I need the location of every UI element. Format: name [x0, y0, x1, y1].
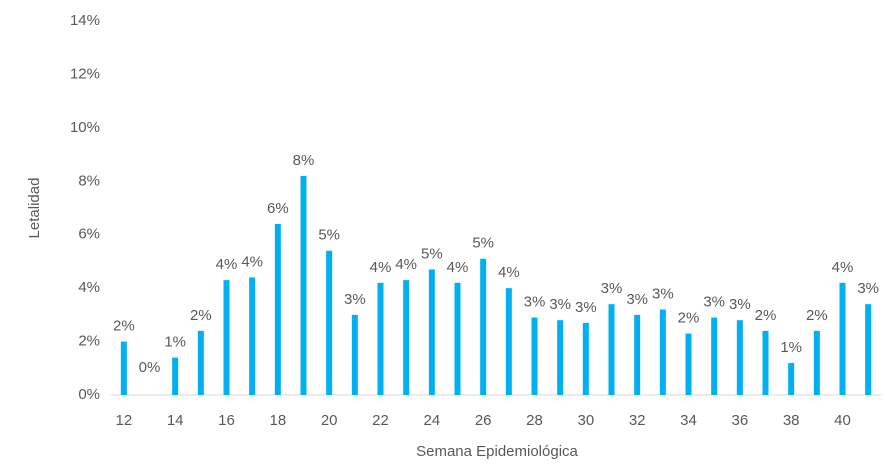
x-axis-title: Semana Epidemiológica — [416, 443, 578, 460]
bar — [480, 258, 487, 395]
bar — [711, 317, 718, 395]
bar — [326, 250, 333, 395]
y-tick-label: 6% — [78, 226, 100, 243]
bar — [839, 282, 846, 395]
data-label: 4% — [216, 256, 238, 273]
bar — [172, 357, 179, 395]
x-tick-label: 12 — [115, 412, 132, 429]
bar — [813, 330, 820, 395]
bar — [223, 280, 230, 395]
bar — [120, 341, 127, 395]
bar — [634, 314, 641, 395]
x-tick-label: 32 — [629, 412, 646, 429]
bar — [377, 282, 384, 395]
data-label: 3% — [703, 293, 725, 310]
data-label: 3% — [575, 299, 597, 316]
x-tick-label: 34 — [680, 412, 697, 429]
bar — [557, 320, 564, 395]
data-label: 4% — [370, 259, 392, 276]
data-label: 4% — [395, 256, 417, 273]
bar — [582, 322, 589, 395]
data-label: 2% — [190, 307, 212, 324]
data-label: 3% — [652, 285, 674, 302]
data-label: 5% — [318, 227, 340, 244]
x-tick-label: 18 — [269, 412, 286, 429]
bar — [608, 304, 615, 395]
x-tick-label: 40 — [834, 412, 851, 429]
bar — [249, 277, 256, 395]
data-label: 2% — [806, 307, 828, 324]
x-tick-label: 38 — [783, 412, 800, 429]
bar — [454, 282, 461, 395]
data-label: 1% — [164, 334, 186, 351]
y-tick-label: 10% — [70, 119, 100, 136]
bar — [762, 330, 769, 395]
x-tick-label: 36 — [731, 412, 748, 429]
bar — [736, 320, 743, 395]
data-label: 3% — [857, 280, 879, 297]
x-tick-label: 14 — [167, 412, 184, 429]
data-label: 4% — [832, 259, 854, 276]
bar — [659, 309, 666, 395]
data-label: 3% — [626, 291, 648, 308]
data-label: 2% — [678, 310, 700, 327]
bar — [685, 333, 692, 395]
data-label: 5% — [421, 245, 443, 262]
y-tick-label: 8% — [78, 172, 100, 189]
data-label: 6% — [267, 200, 289, 217]
x-tick-label: 30 — [577, 412, 594, 429]
bar — [403, 280, 410, 395]
x-tick-label: 20 — [321, 412, 338, 429]
y-tick-label: 4% — [78, 279, 100, 296]
x-tick-label: 24 — [423, 412, 440, 429]
x-tick-label: 22 — [372, 412, 389, 429]
bar — [788, 362, 795, 395]
data-label: 4% — [498, 264, 520, 281]
data-label: 3% — [601, 280, 623, 297]
x-tick-label: 16 — [218, 412, 235, 429]
x-tick-label: 28 — [526, 412, 543, 429]
data-label: 5% — [472, 235, 494, 252]
bar — [865, 304, 872, 395]
data-label: 4% — [241, 253, 263, 270]
data-label: 4% — [447, 259, 469, 276]
data-label: 2% — [113, 318, 135, 335]
y-tick-label: 12% — [70, 65, 100, 82]
data-label: 3% — [524, 293, 546, 310]
data-label: 1% — [780, 339, 802, 356]
data-label: 3% — [344, 291, 366, 308]
y-tick-label: 2% — [78, 333, 100, 350]
bar — [300, 175, 307, 395]
data-label: 3% — [729, 296, 751, 313]
data-label: 2% — [755, 307, 777, 324]
y-axis-title: Letalidad — [26, 178, 43, 239]
y-tick-label: 14% — [70, 12, 100, 29]
bar — [531, 317, 538, 395]
bar — [197, 330, 204, 395]
bar — [505, 288, 512, 395]
x-tick-label: 26 — [475, 412, 492, 429]
bar — [428, 269, 435, 395]
bar — [274, 224, 281, 395]
y-tick-label: 0% — [78, 386, 100, 403]
data-label: 8% — [293, 152, 315, 169]
bar — [351, 314, 358, 395]
data-label: 0% — [139, 359, 161, 376]
data-label: 3% — [549, 296, 571, 313]
